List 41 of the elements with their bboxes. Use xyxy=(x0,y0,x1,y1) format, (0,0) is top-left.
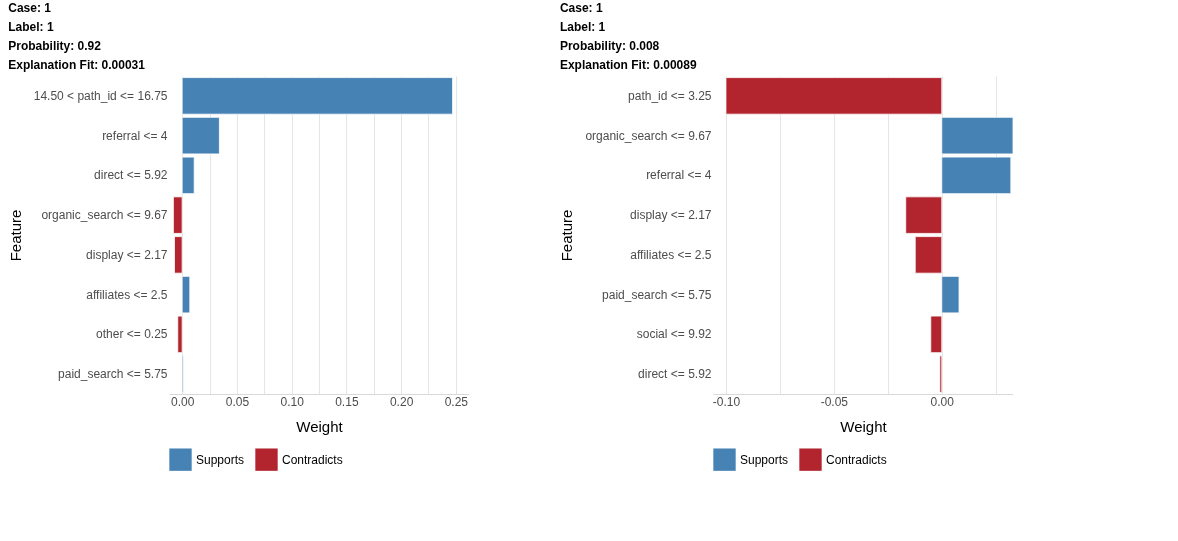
legend-label: Supports xyxy=(740,452,789,467)
y-tick-label: display <= 2.17 xyxy=(86,247,168,262)
chart-title: Case: 1 Label: 1 Probability: 0.008 Explanation Fit: 0.00089 xyxy=(559,1,697,72)
bar xyxy=(172,196,183,234)
y-tick-label: social <= 9.92 xyxy=(636,327,712,342)
y-tick-label: path_id <= 3.25 xyxy=(628,88,712,103)
bar xyxy=(914,236,943,274)
y-tick-label: paid_search <= 5.75 xyxy=(58,367,168,382)
x-tick-label: 0.10 xyxy=(280,394,305,409)
y-tick-label: affiliates <= 2.5 xyxy=(630,247,712,262)
legend-label: Contradicts xyxy=(826,452,887,467)
y-tick-label: organic_search <= 9.67 xyxy=(41,208,168,223)
bar xyxy=(905,196,943,234)
x-tick-label: 0.25 xyxy=(444,394,469,409)
y-tick-label: paid_search <= 5.75 xyxy=(602,287,712,302)
x-axis-title: Weight xyxy=(840,417,888,435)
x-tick-label: -0.10 xyxy=(712,394,741,409)
legend-label: Contradicts xyxy=(282,452,343,467)
y-axis-title: Feature xyxy=(558,209,576,262)
x-tick-label: 0.20 xyxy=(389,394,414,409)
legend-label: Supports xyxy=(196,452,245,467)
x-tick-label: 0.00 xyxy=(170,394,195,409)
bar xyxy=(174,236,183,274)
x-tick-label: 0.00 xyxy=(930,394,955,409)
x-tick-label: 0.05 xyxy=(225,394,250,409)
y-axis-title: Feature xyxy=(6,209,24,262)
y-tick-label: direct <= 5.92 xyxy=(94,168,168,183)
bar xyxy=(725,77,943,115)
x-tick-label: -0.05 xyxy=(820,394,849,409)
y-tick-label: organic_search <= 9.67 xyxy=(585,128,712,143)
y-tick-label: referral <= 4 xyxy=(646,168,712,183)
y-tick-label: direct <= 5.92 xyxy=(638,367,712,382)
x-axis-title: Weight xyxy=(296,417,344,435)
x-tick-label: 0.15 xyxy=(335,394,359,409)
y-tick-label: display <= 2.17 xyxy=(630,208,712,223)
chart-title: Case: 1 Label: 1 Probability: 0.92 Explanation Fit: 0.00031 xyxy=(8,1,146,72)
y-tick-label: 14.50 < path_id <= 16.75 xyxy=(33,88,168,103)
bar xyxy=(181,77,453,115)
y-tick-label: affiliates <= 2.5 xyxy=(86,287,168,302)
y-tick-label: referral <= 4 xyxy=(102,128,168,143)
y-tick-label: other <= 0.25 xyxy=(96,327,168,342)
